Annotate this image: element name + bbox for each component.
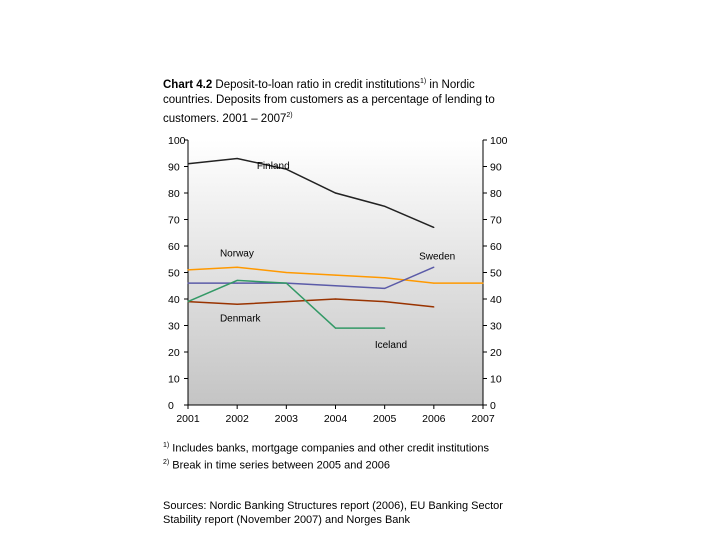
data-point-norway-2001 (187, 269, 189, 271)
data-point-denmark-2005 (384, 301, 386, 303)
x-tick-label-2003: 2003 (275, 413, 299, 425)
data-point-sweden-2001 (187, 282, 189, 284)
data-point-iceland-2003 (285, 282, 287, 284)
axes (184, 139, 487, 409)
series-label-norway: Norway (220, 249, 254, 260)
series-label-finland: Finland (257, 161, 290, 172)
data-point-iceland-2002 (236, 279, 238, 282)
data-point-norway-2004 (334, 274, 337, 276)
title-footnote-1: 1) (419, 78, 427, 85)
x-tick-label-2002: 2002 (225, 413, 249, 425)
data-point-denmark-2004 (334, 298, 337, 300)
y-tick-label-left-10: 10 (168, 374, 180, 386)
data-point-denmark-2003 (285, 301, 287, 303)
x-tick-label-2006: 2006 (422, 413, 446, 425)
footnote-1-text: Includes banks, mortgage companies and o… (169, 442, 490, 455)
data-point-sweden-2002 (236, 282, 238, 284)
data-point-sweden-2006 (433, 266, 435, 268)
y-tick-label-left-40: 40 (168, 294, 180, 306)
y-tick-label-left-30: 30 (168, 321, 180, 333)
footnote-2-mark: 2) (163, 458, 170, 466)
y-tick-label-right-40: 40 (490, 294, 502, 306)
data-point-iceland-2001 (187, 301, 189, 303)
series-line-denmark (187, 298, 434, 308)
title-text-2: in Nordic countries. Deposits from custo… (163, 78, 495, 125)
y-tick-label-right-70: 70 (490, 215, 502, 227)
data-point-norway-2002 (236, 266, 238, 268)
footnote-2-text: Break in time series between 2005 and 20… (169, 459, 390, 472)
y-tick-label-left-60: 60 (168, 241, 180, 253)
y-tick-label-right-80: 80 (490, 188, 502, 200)
data-point-denmark-2002 (236, 303, 238, 305)
data-point-denmark-2006 (433, 306, 435, 308)
series-label-denmark: Denmark (220, 314, 262, 325)
data-point-norway-2006 (433, 282, 435, 284)
series-labels: Finland Norway Sweden Denmark Iceland (220, 161, 455, 351)
y-tick-label-right-60: 60 (490, 241, 502, 253)
x-tick-label-2005: 2005 (373, 413, 397, 425)
title-text-1: Deposit-to-loan ratio in credit institut… (215, 78, 420, 91)
data-point-sweden-2004 (334, 285, 337, 287)
footnote-2: 2) Break in time series between 2005 and… (163, 456, 523, 473)
y-tick-label-right-20: 20 (490, 347, 502, 359)
footnote-1-mark: 1) (163, 442, 170, 449)
y-tick-label-left-0: 0 (168, 400, 174, 412)
data-point-finland-2006 (433, 226, 435, 229)
y-tick-label-right-30: 30 (490, 321, 502, 333)
data-point-iceland-2005 (384, 327, 386, 329)
data-point-finland-2005 (384, 205, 386, 207)
sources: Sources: Nordic Banking Structures repor… (163, 500, 503, 526)
x-tick-label-2001: 2001 (176, 413, 200, 425)
x-tick-label-2007: 2007 (471, 413, 495, 425)
title-footnote-2: 2) (286, 111, 293, 119)
series-label-iceland: Iceland (375, 340, 407, 351)
data-point-sweden-2005 (384, 287, 386, 289)
data-point-finland-2004 (334, 192, 337, 194)
y-tick-label-left-70: 70 (168, 215, 180, 227)
data-point-finland-2003 (285, 168, 287, 170)
series-line-finland (187, 157, 435, 229)
footnotes: 1) Includes banks, mortgage companies an… (163, 439, 523, 472)
footnote-1: 1) Includes banks, mortgage companies an… (163, 439, 523, 456)
series-line-sweden (188, 266, 435, 290)
series-label-sweden: Sweden (419, 251, 455, 262)
plot-area (188, 140, 483, 405)
data-point-norway-2007 (482, 282, 484, 284)
y-tick-label-right-10: 10 (490, 374, 502, 386)
y-tick-label-left-50: 50 (168, 268, 180, 280)
chart-title: Chart 4.2 Deposit-to-loan ratio in credi… (163, 74, 513, 127)
y-tick-label-right-0: 0 (490, 400, 496, 412)
data-point-norway-2003 (285, 271, 287, 274)
y-tick-label-right-50: 50 (490, 268, 502, 280)
data-point-finland-2002 (236, 157, 238, 160)
series-lines (187, 157, 484, 329)
y-tick-label-right-100: 100 (490, 135, 508, 147)
data-point-iceland-2004 (334, 327, 337, 329)
x-tick-label-2004: 2004 (324, 413, 348, 425)
data-point-norway-2005 (384, 277, 386, 279)
y-tick-label-left-100: 100 (168, 135, 186, 147)
y-tick-label-left-80: 80 (168, 188, 180, 200)
tick-labels: 0 0 10 10 20 20 30 30 40 40 50 50 60 60 70 70 80 80 90 90 10… (168, 135, 508, 425)
y-tick-label-left-90: 90 (168, 162, 180, 174)
data-point-finland-2001 (187, 163, 189, 165)
y-tick-label-right-90: 90 (490, 162, 502, 174)
y-tick-label-left-20: 20 (168, 347, 180, 359)
chart-number: Chart 4.2 (163, 78, 213, 91)
